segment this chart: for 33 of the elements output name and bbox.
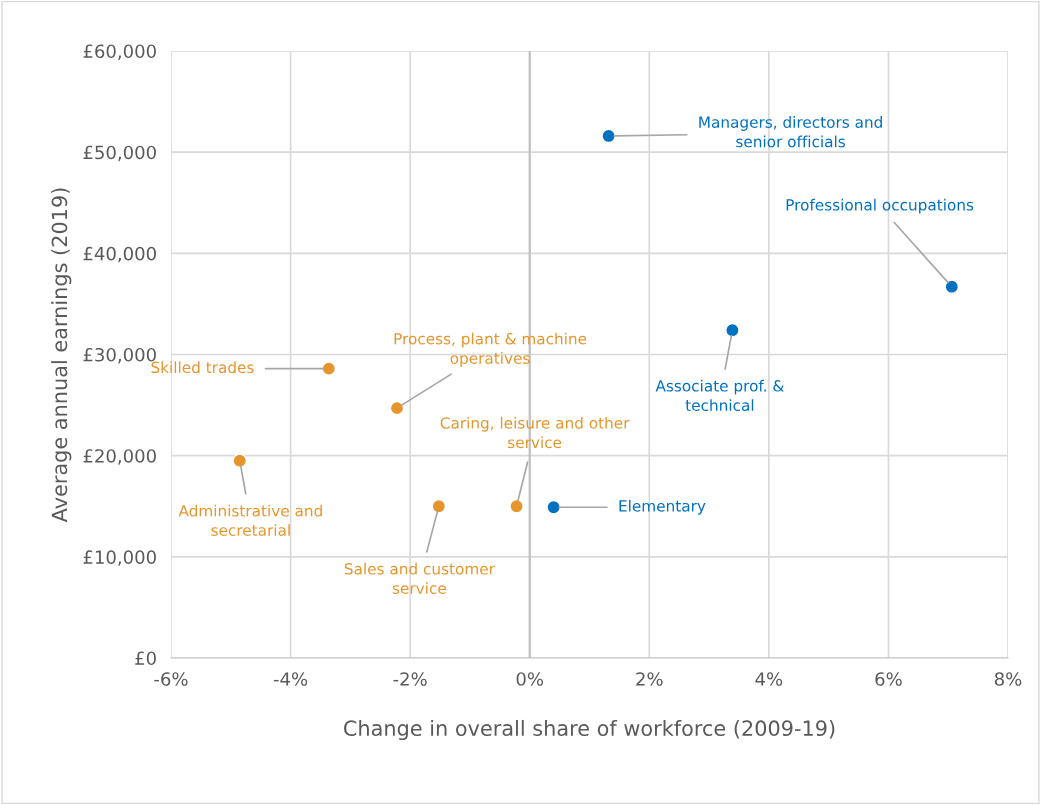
x-axis-title: Change in overall share of workforce (2009-19): [344, 719, 835, 741]
point: [546, 499, 561, 515]
point: [944, 279, 960, 295]
point: [725, 322, 740, 338]
x-tick-label: -2%: [393, 672, 427, 686]
x-tick-label: -4%: [273, 672, 308, 686]
x-tick-label: 4%: [755, 672, 783, 686]
annotation: Professional occupations: [786, 198, 974, 214]
point: [232, 453, 248, 469]
point: [509, 498, 524, 514]
annotation: Caring, leisure and other service: [440, 416, 630, 449]
x-tick-label: 0%: [516, 672, 544, 686]
annotation: Elementary: [619, 499, 706, 515]
annotation: Sales and customer service: [344, 562, 495, 595]
y-axis-title: Average annual earnings (2019): [51, 188, 72, 523]
y-tick-label: £10,000: [83, 550, 156, 566]
point: [431, 498, 447, 514]
point: [601, 128, 616, 144]
x-tick-label: 8%: [994, 672, 1022, 686]
y-tick-label: £50,000: [83, 145, 156, 162]
x-tick-label: 6%: [875, 672, 902, 686]
annotation: Associate prof. & technical: [655, 379, 784, 412]
y-tick-label: £40,000: [83, 246, 156, 263]
y-tick-label: £0: [135, 651, 156, 666]
x-tick-label: -6%: [154, 672, 188, 686]
annotation: Managers, directors and senior officials: [699, 116, 882, 148]
annotation: Process, plant & machine operatives: [394, 332, 587, 367]
point: [389, 400, 405, 416]
x-tick-label: 2%: [636, 672, 663, 686]
y-tick-label: £60,000: [83, 44, 156, 60]
annotation: Administrative and secretarial: [178, 504, 322, 536]
point: [321, 361, 337, 376]
y-tick-label: £20,000: [83, 449, 156, 465]
